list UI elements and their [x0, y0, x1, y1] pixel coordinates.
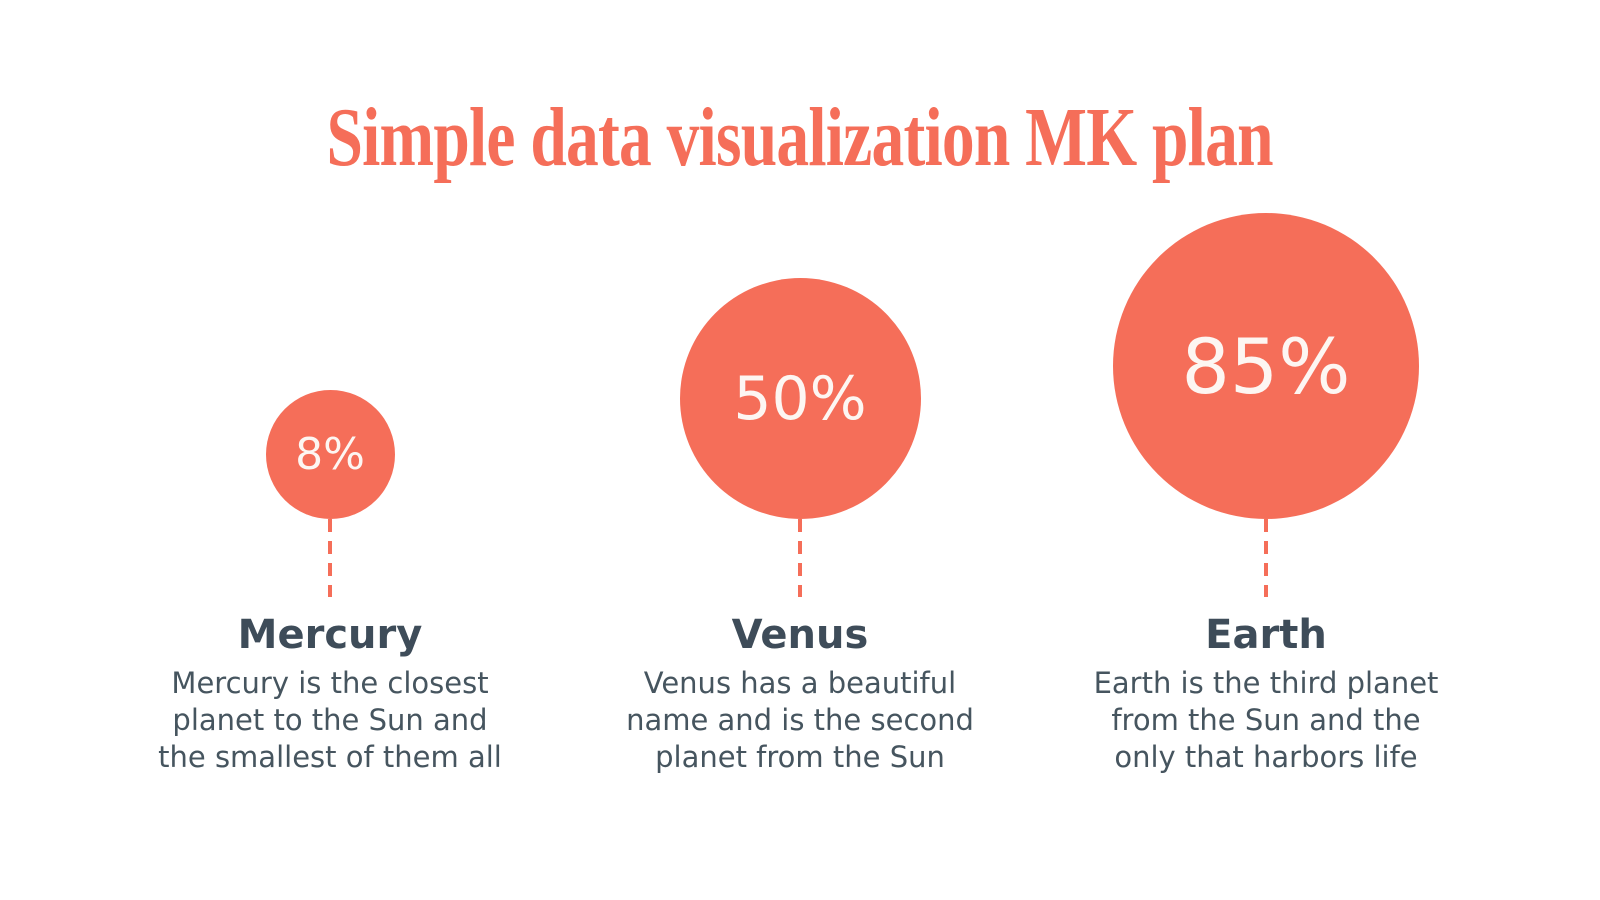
- mercury-bubble-area: 8%: [110, 213, 550, 519]
- venus-description: Venus has a beautiful name and is the sec…: [626, 666, 974, 774]
- venus-bubble: 50%: [679, 278, 921, 519]
- planet-group-venus: 50% Venus Venus has a beautiful name and …: [580, 213, 1020, 776]
- slide-title-text: Simple data visualization MK plan: [326, 91, 1274, 184]
- mercury-name-heading: Mercury: [237, 612, 423, 658]
- earth-bubble: 85%: [1113, 213, 1419, 519]
- earth-name-heading: Earth: [1205, 612, 1327, 658]
- mercury-bubble: 8%: [265, 390, 395, 519]
- mercury-percent-label: 8%: [295, 429, 365, 480]
- slide-title: Simple data visualization MK plan: [0, 96, 1600, 180]
- venus-percent-label: 50%: [733, 363, 867, 434]
- mercury-description: Mercury is the closest planet to the Sun …: [158, 666, 502, 774]
- earth-percent-label: 85%: [1181, 321, 1351, 411]
- earth-description: Earth is the third planet from the Sun an…: [1093, 666, 1439, 774]
- venus-name-heading: Venus: [731, 612, 869, 658]
- planet-group-earth: 85% Earth Earth is the third planet from …: [1046, 213, 1486, 776]
- earth-bubble-area: 85%: [1046, 213, 1486, 519]
- venus-bubble-area: 50%: [580, 213, 1020, 519]
- venus-connector-dashed-line: [798, 519, 802, 597]
- mercury-connector-dashed-line: [328, 519, 332, 597]
- earth-connector-dashed-line: [1264, 519, 1268, 597]
- planet-group-mercury: 8% Mercury Mercury is the closest planet …: [110, 213, 550, 776]
